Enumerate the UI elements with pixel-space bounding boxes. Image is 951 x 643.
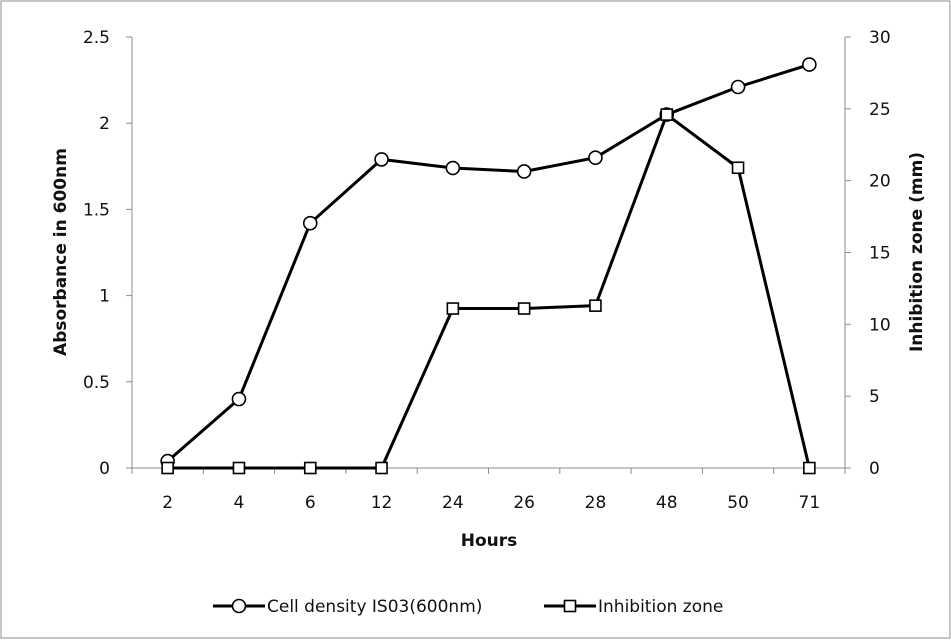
x-tick-label: 4 (234, 493, 245, 513)
legend-swatch-marker (563, 599, 577, 613)
inhibition-zone-point (660, 108, 674, 121)
cell-density-point (445, 160, 461, 176)
y-tick-label: 0.5 (83, 373, 110, 393)
inhibition-zone-series (161, 108, 816, 475)
legend-item-inhibition-zone: Inhibition zone (544, 597, 723, 617)
cell-density-point (588, 150, 603, 165)
inhibition-zone-point (731, 161, 745, 175)
x-tick-label: 12 (371, 493, 393, 513)
inhibition-zone-point (517, 302, 531, 315)
x-axis-title: Hours (461, 531, 518, 551)
cell-density-point (302, 215, 318, 231)
cell-density-point (730, 79, 746, 95)
legend: Cell density IS03(600nm) Inhibition zone (213, 597, 723, 617)
inhibition-zone-point (232, 461, 246, 475)
y2-tick-label: 20 (869, 172, 891, 192)
y2-tick-label: 5 (869, 387, 880, 407)
x-tick-label: 28 (585, 493, 607, 513)
x-tick-label: 71 (799, 493, 821, 513)
inhibition-zone-point (589, 299, 602, 312)
inhibition-zone-line (167, 113, 811, 470)
legend-label: Cell density IS03(600nm) (267, 597, 482, 617)
y2-tick-label: 15 (869, 244, 891, 264)
x-tick-label: 48 (656, 493, 678, 513)
cell-density-point (231, 391, 247, 407)
legend-swatch-marker (231, 598, 247, 614)
y-tick-label: 2.5 (83, 28, 110, 48)
x-tick-label: 26 (513, 493, 535, 513)
y-tick-label: 0 (99, 459, 110, 479)
series-layer (160, 57, 817, 475)
inhibition-zone-point (803, 461, 816, 475)
y2-tick-label: 25 (869, 100, 891, 120)
legend-label: Inhibition zone (598, 597, 723, 617)
cell-density-point (802, 57, 817, 72)
y2-tick-label: 10 (869, 315, 891, 335)
x-tick-label: 2 (162, 493, 173, 513)
cell-density-series (160, 57, 817, 469)
legend-item-cell-density: Cell density IS03(600nm) (213, 597, 482, 617)
x-tick-label: 50 (727, 493, 749, 513)
y-tick-label: 1.5 (83, 200, 110, 220)
y2-axis-title: Inhibition zone (mm) (907, 152, 927, 352)
x-tick-label: 24 (442, 493, 464, 513)
y2-tick-label: 0 (869, 459, 880, 479)
cell-density-point (516, 164, 532, 179)
y2-tick-label: 30 (869, 28, 891, 48)
cell-density-line (166, 63, 810, 463)
inhibition-zone-point (375, 461, 388, 475)
x-tick-label: 6 (305, 493, 316, 513)
y-axis-title: Absorbance in 600nm (51, 148, 71, 356)
inhibition-zone-point (161, 461, 174, 475)
y-tick-label: 1 (99, 287, 110, 307)
y-tick-label: 2 (99, 114, 110, 134)
cell-density-point (374, 152, 389, 167)
inhibition-zone-point (303, 461, 317, 475)
inhibition-zone-point (446, 302, 460, 315)
